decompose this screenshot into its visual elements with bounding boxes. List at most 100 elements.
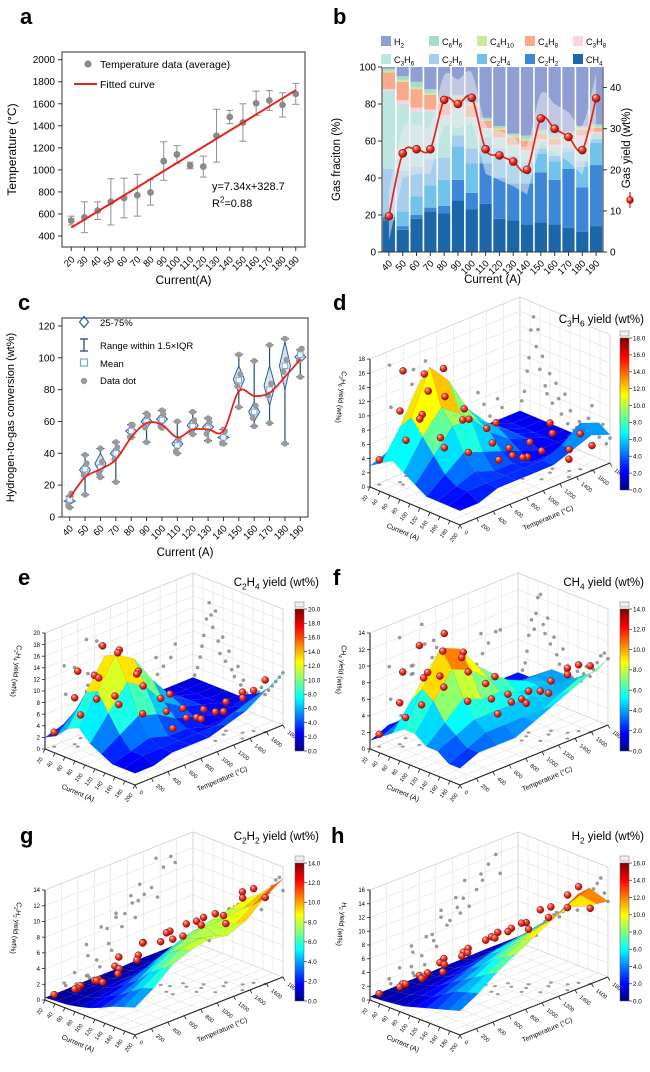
svg-text:6.0: 6.0 (633, 687, 642, 694)
svg-text:600: 600 (38, 209, 55, 220)
svg-text:R2=0.88: R2=0.88 (212, 195, 252, 210)
svg-text:6.0: 6.0 (633, 947, 642, 954)
svg-text:14.0: 14.0 (633, 606, 646, 613)
svg-text:140: 140 (419, 781, 429, 792)
svg-text:12.0: 12.0 (633, 627, 646, 634)
svg-text:Current (A): Current (A) (157, 547, 214, 559)
svg-text:CH4 yield (wt%): CH4 yield (wt%) (332, 645, 347, 695)
svg-text:100: 100 (74, 773, 84, 784)
svg-text:Current(A): Current(A) (155, 273, 211, 287)
svg-text:120: 120 (84, 1027, 94, 1038)
svg-text:80: 80 (122, 523, 137, 538)
svg-text:1000: 1000 (220, 757, 234, 769)
svg-text:120: 120 (409, 1027, 419, 1038)
svg-text:1200: 1200 (563, 489, 577, 501)
svg-text:180: 180 (439, 789, 449, 800)
svg-text:200: 200 (449, 793, 459, 804)
svg-text:60: 60 (44, 417, 56, 428)
svg-text:0: 0 (362, 998, 366, 1004)
svg-text:100: 100 (399, 773, 409, 784)
chart-title-h2: H2 yield (wt%) (571, 831, 644, 846)
svg-text:Current (A): Current (A) (385, 1034, 420, 1054)
svg-text:8.0: 8.0 (633, 420, 642, 427)
svg-text:20: 20 (361, 757, 370, 766)
svg-text:160: 160 (429, 524, 439, 535)
svg-text:200: 200 (479, 523, 490, 533)
svg-text:20.0: 20.0 (308, 606, 321, 613)
svg-text:40: 40 (371, 499, 380, 508)
svg-text:4.0: 4.0 (308, 959, 317, 966)
svg-text:140: 140 (94, 781, 104, 792)
svg-text:80: 80 (391, 507, 400, 516)
svg-text:100: 100 (399, 511, 409, 522)
svg-text:0.0: 0.0 (308, 998, 317, 1005)
svg-text:100: 100 (399, 1023, 409, 1034)
svg-text:800: 800 (529, 763, 540, 773)
svg-text:1400: 1400 (578, 995, 592, 1007)
svg-text:Current (A): Current (A) (464, 274, 521, 286)
svg-text:0.0: 0.0 (633, 487, 642, 494)
chart-title-c3h6: C3H6 yield (wt%) (558, 314, 644, 329)
svg-text:200: 200 (124, 793, 134, 804)
svg-text:180: 180 (114, 1039, 124, 1050)
svg-text:0.0: 0.0 (633, 748, 642, 755)
panel-e: e C2H4 yield (wt%) 0 2 4 6 8 10 12 14 16 18 20 20 40… (0, 565, 325, 823)
panel-b: b 0 20 40 60 80 100 0 10 20 30 40 40 50 60 70 80 90 100 11… (325, 0, 650, 290)
svg-text:16.0: 16.0 (308, 635, 321, 642)
svg-text:8.0: 8.0 (308, 919, 317, 926)
svg-text:2.0: 2.0 (633, 470, 642, 477)
svg-text:1400: 1400 (578, 743, 592, 755)
svg-text:1200: 1200 (236, 750, 250, 762)
svg-text:40: 40 (46, 1011, 55, 1020)
svg-text:1200: 1200 (561, 750, 575, 762)
svg-text:200: 200 (124, 1043, 134, 1054)
panel-a: a 400 600 800 1000 1200 1400 1600 1800 2000 20 30 4… (0, 0, 325, 290)
svg-text:1600: 1600 (33, 99, 56, 110)
svg-text:400: 400 (496, 777, 507, 787)
svg-text:1600: 1600 (594, 737, 608, 749)
svg-text:H2 yield (wt%): H2 yield (wt%) (333, 902, 347, 947)
svg-text:0: 0 (37, 998, 41, 1004)
svg-text:1000: 1000 (33, 165, 56, 176)
svg-text:200: 200 (479, 1033, 490, 1043)
svg-text:0: 0 (463, 530, 469, 537)
svg-text:Temperature (°C): Temperature (°C) (522, 504, 575, 532)
svg-text:12.0: 12.0 (633, 895, 646, 902)
svg-text:160: 160 (429, 1035, 439, 1046)
svg-text:Gas fraciton (%): Gas fraciton (%) (331, 118, 343, 201)
svg-text:Gas yield (wt%): Gas yield (wt%) (621, 108, 633, 189)
svg-text:6.0: 6.0 (308, 706, 317, 713)
svg-text:12.0: 12.0 (308, 663, 321, 670)
svg-text:C4H10: C4H10 (490, 37, 514, 50)
svg-text:2: 2 (362, 731, 366, 737)
svg-text:8.0: 8.0 (633, 929, 642, 936)
svg-text:200: 200 (479, 783, 490, 793)
svg-text:200: 200 (449, 1043, 459, 1054)
svg-text:12.0: 12.0 (633, 386, 646, 393)
svg-text:20: 20 (33, 631, 40, 637)
svg-text:Data dot: Data dot (100, 376, 136, 387)
svg-text:120: 120 (409, 516, 419, 527)
svg-text:1000: 1000 (220, 1008, 234, 1020)
panel-d: d C3H6 yield (wt%) 0 2 4 6 8 10 12 14 16 18 20 40 60… (325, 290, 650, 565)
svg-text:10: 10 (358, 664, 365, 670)
chart-title-ch4: CH4 yield (wt%) (563, 577, 644, 592)
svg-text:12: 12 (358, 400, 365, 406)
svg-text:10: 10 (358, 929, 365, 935)
svg-text:C3H8: C3H8 (586, 37, 607, 50)
panel-letter-g: g (20, 823, 34, 848)
svg-text:2.0: 2.0 (633, 981, 642, 988)
svg-text:10.0: 10.0 (633, 647, 646, 654)
svg-text:1000: 1000 (546, 495, 560, 507)
svg-text:C6H6: C6H6 (442, 37, 463, 50)
svg-text:200: 200 (449, 533, 459, 544)
svg-text:2.0: 2.0 (308, 734, 317, 741)
svg-text:6.0: 6.0 (308, 939, 317, 946)
svg-text:80: 80 (365, 100, 377, 111)
svg-text:14.0: 14.0 (633, 878, 646, 885)
svg-text:Temperature (°C): Temperature (°C) (521, 765, 574, 793)
svg-text:160: 160 (104, 785, 114, 796)
panel-letter-a: a (20, 4, 33, 29)
chart-a-temperature-vs-current: 4006008001000120014001600180020002030405… (5, 51, 306, 287)
